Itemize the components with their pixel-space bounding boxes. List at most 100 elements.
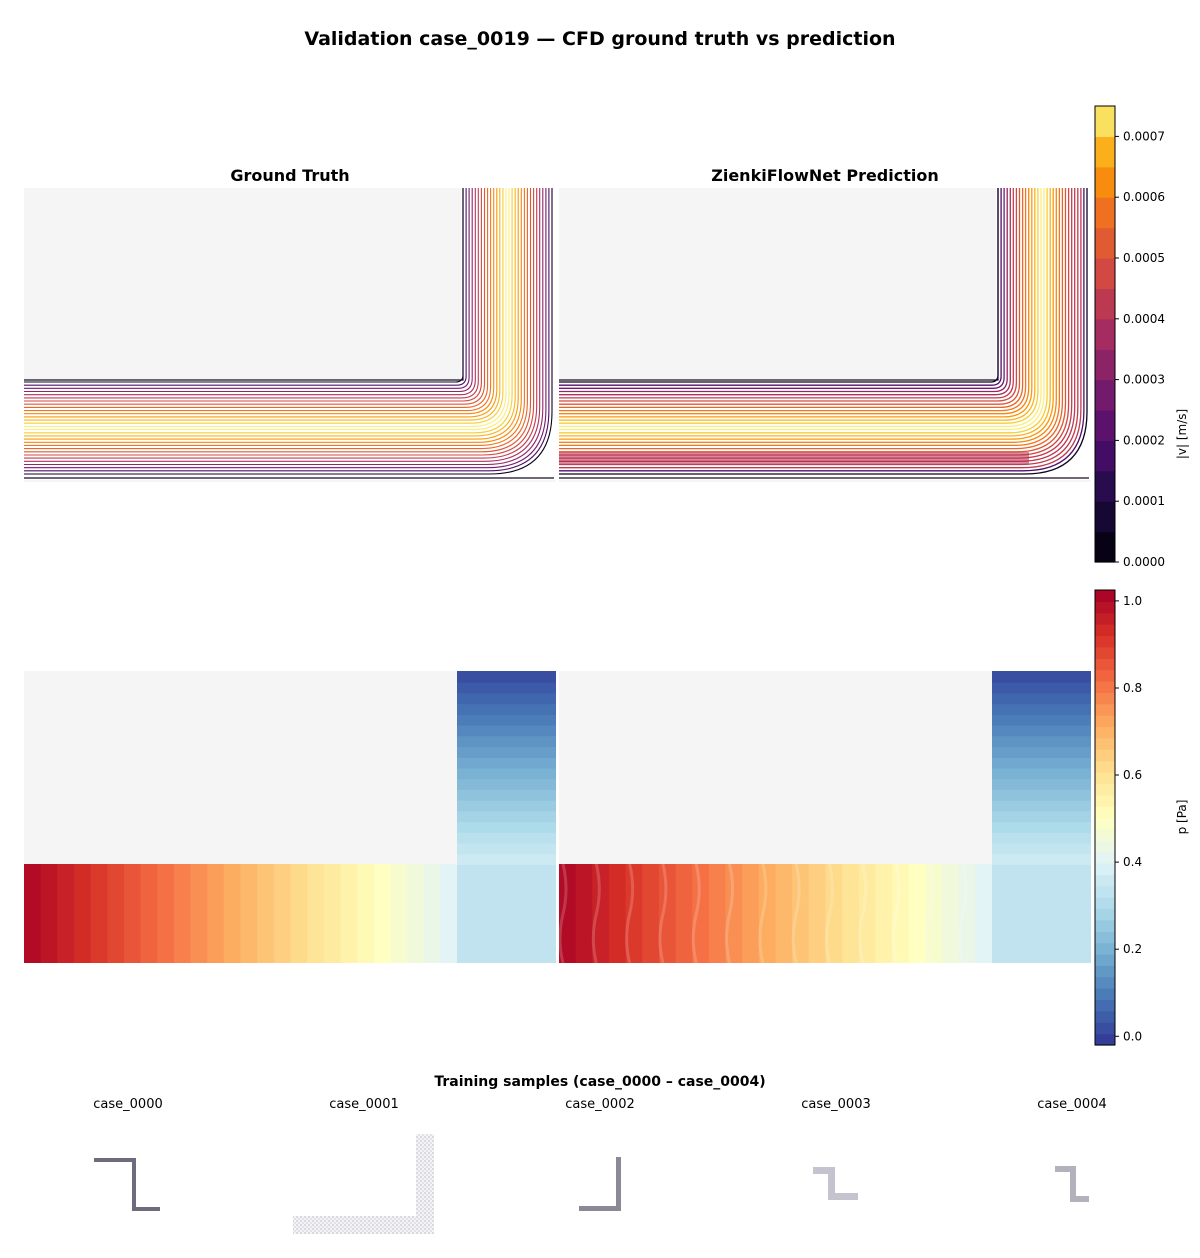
panel-title-ground-truth: Ground Truth <box>230 166 350 185</box>
pressure-contour <box>323 864 342 963</box>
colorbar-segment <box>1095 783 1115 796</box>
streamline <box>559 188 1027 412</box>
streamline <box>559 188 1045 431</box>
colorbar-segment <box>1095 703 1115 716</box>
colorbar-tick-label: 0.8 <box>1123 681 1142 695</box>
pressure-contour <box>559 864 577 963</box>
streamline <box>559 188 1061 447</box>
pressure-contour <box>908 864 927 963</box>
pressure-contour <box>24 864 42 963</box>
streamline <box>24 188 532 453</box>
pressure-contour <box>992 821 1091 833</box>
streamline <box>24 188 492 412</box>
pressure-contour <box>457 778 556 790</box>
pressure-contour <box>340 864 359 963</box>
pressure-contour <box>173 864 192 963</box>
pressure-contour <box>742 864 760 963</box>
pressure-contour <box>457 853 556 865</box>
streamline <box>24 188 550 472</box>
colorbar-segment <box>1095 440 1115 472</box>
streamline <box>24 188 486 405</box>
pressure-contour <box>457 864 556 963</box>
training-sample-label: case_0004 <box>1037 1097 1107 1112</box>
pressure-contour <box>457 692 556 705</box>
pressure-contour <box>992 703 1091 715</box>
colorbar-tick-label: 0.4 <box>1123 855 1142 869</box>
streamline <box>559 188 1042 428</box>
pressure-contour <box>107 864 125 963</box>
streamline <box>559 188 1024 409</box>
streamline <box>559 188 1057 443</box>
pressure-contour <box>992 767 1091 780</box>
streamline <box>24 188 482 402</box>
velocity-ground-truth-plot <box>24 188 556 482</box>
colorbar-segment <box>1095 601 1115 614</box>
colorbar-segment <box>1095 919 1115 932</box>
pressure-contour <box>190 864 209 963</box>
pressure-contour <box>290 864 309 963</box>
velocity-colorbar-label: |v| [m/s] <box>1175 409 1189 459</box>
pressure-contour <box>457 671 556 683</box>
pressure-contour <box>958 864 977 963</box>
colorbar-segment <box>1095 258 1115 289</box>
pressure-contour <box>357 864 375 963</box>
contour-edge <box>658 863 668 963</box>
colorbar-tick-label: 0.0004 <box>1123 312 1165 326</box>
pressure-contour <box>992 735 1091 747</box>
pressure-contour <box>692 864 710 963</box>
contour-edge <box>691 863 701 963</box>
colorbar-segment <box>1095 197 1115 229</box>
pressure-contour <box>992 746 1091 758</box>
pressure-contour <box>457 713 556 726</box>
pressure-prediction-plot <box>559 671 1091 963</box>
streamline <box>559 188 1033 418</box>
pressure-contour <box>642 864 660 963</box>
streamline <box>24 188 513 434</box>
streamline <box>559 188 1039 424</box>
colorbar-segment <box>1095 658 1115 671</box>
training-thumb-case-0003 <box>813 1167 858 1200</box>
colorbar-segment <box>1095 908 1115 921</box>
streamline <box>559 188 1005 389</box>
training-sample-label: case_0003 <box>801 1097 871 1112</box>
colorbar-segment <box>1095 136 1115 168</box>
pressure-contour <box>240 864 259 963</box>
colorbar-tick-label: 1.0 <box>1123 594 1142 608</box>
colorbar-segment <box>1095 166 1115 198</box>
pressure-contour <box>457 746 556 758</box>
colorbar-tick-label: 0.0007 <box>1123 129 1165 143</box>
pressure-contour <box>992 864 1091 963</box>
colorbar-segment <box>1095 931 1115 944</box>
contour-edge <box>824 863 834 963</box>
streamline <box>559 188 1088 475</box>
pressure-contour <box>875 864 894 963</box>
pressure-contour <box>457 735 556 747</box>
pressure-contour <box>992 853 1091 865</box>
colorbar-segment <box>1095 749 1115 762</box>
pressure-contour <box>775 864 794 963</box>
colorbar-segment <box>1095 227 1115 259</box>
pressure-contour <box>992 799 1091 812</box>
pressure-contour <box>457 681 556 694</box>
pressure-contour <box>57 864 75 963</box>
pressure-contour <box>658 864 677 963</box>
streamline <box>24 188 544 466</box>
streamline <box>24 188 476 396</box>
colorbar-segment <box>1095 965 1115 978</box>
panel-title-prediction: ZienkiFlowNet Prediction <box>711 166 939 185</box>
training-sample-label: case_0000 <box>93 1097 163 1112</box>
pressure-contour <box>457 842 556 855</box>
streamline <box>559 188 1036 421</box>
colorbar-segment <box>1095 681 1115 693</box>
streamline <box>24 188 479 399</box>
streamline <box>559 188 1067 453</box>
high-velocity-band <box>559 452 1029 464</box>
contour-edge <box>858 863 868 963</box>
colorbar-segment <box>1095 646 1115 659</box>
pressure-contour <box>457 724 556 737</box>
pressure-contour <box>992 671 1091 683</box>
pressure-contour <box>457 756 556 769</box>
colorbar-segment <box>1095 817 1115 830</box>
figure-title: Validation case_0019 — CFD ground truth … <box>304 28 896 50</box>
training-sample-label: case_0002 <box>565 1097 635 1112</box>
